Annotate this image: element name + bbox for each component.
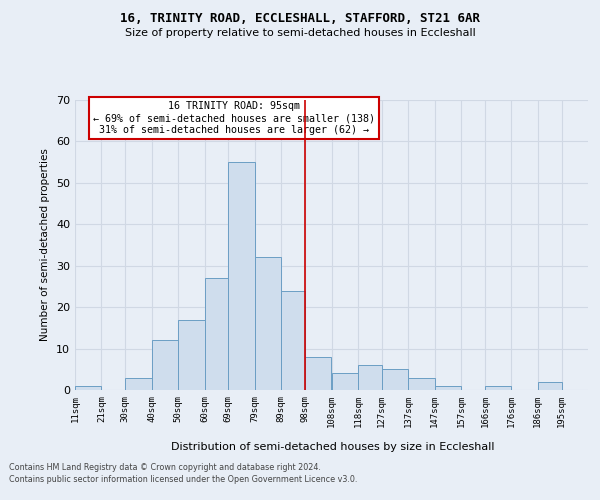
Bar <box>305 357 331 390</box>
Text: 16 TRINITY ROAD: 95sqm
← 69% of semi-detached houses are smaller (138)
31% of se: 16 TRINITY ROAD: 95sqm ← 69% of semi-det… <box>93 102 375 134</box>
Bar <box>331 374 358 390</box>
Bar <box>178 320 205 390</box>
Text: Contains public sector information licensed under the Open Government Licence v3: Contains public sector information licen… <box>9 475 358 484</box>
Bar <box>434 386 461 390</box>
Text: 16, TRINITY ROAD, ECCLESHALL, STAFFORD, ST21 6AR: 16, TRINITY ROAD, ECCLESHALL, STAFFORD, … <box>120 12 480 26</box>
Text: Contains HM Land Registry data © Crown copyright and database right 2024.: Contains HM Land Registry data © Crown c… <box>9 464 321 472</box>
Bar <box>255 258 281 390</box>
Bar <box>382 370 408 390</box>
Bar <box>281 290 305 390</box>
Bar <box>205 278 229 390</box>
Text: Size of property relative to semi-detached houses in Eccleshall: Size of property relative to semi-detach… <box>125 28 475 38</box>
Bar <box>75 386 101 390</box>
Bar <box>408 378 434 390</box>
Bar <box>358 365 382 390</box>
Y-axis label: Number of semi-detached properties: Number of semi-detached properties <box>40 148 50 342</box>
Bar <box>229 162 255 390</box>
Bar <box>485 386 511 390</box>
Bar <box>538 382 562 390</box>
Bar <box>152 340 178 390</box>
Text: Distribution of semi-detached houses by size in Eccleshall: Distribution of semi-detached houses by … <box>171 442 495 452</box>
Bar <box>125 378 152 390</box>
